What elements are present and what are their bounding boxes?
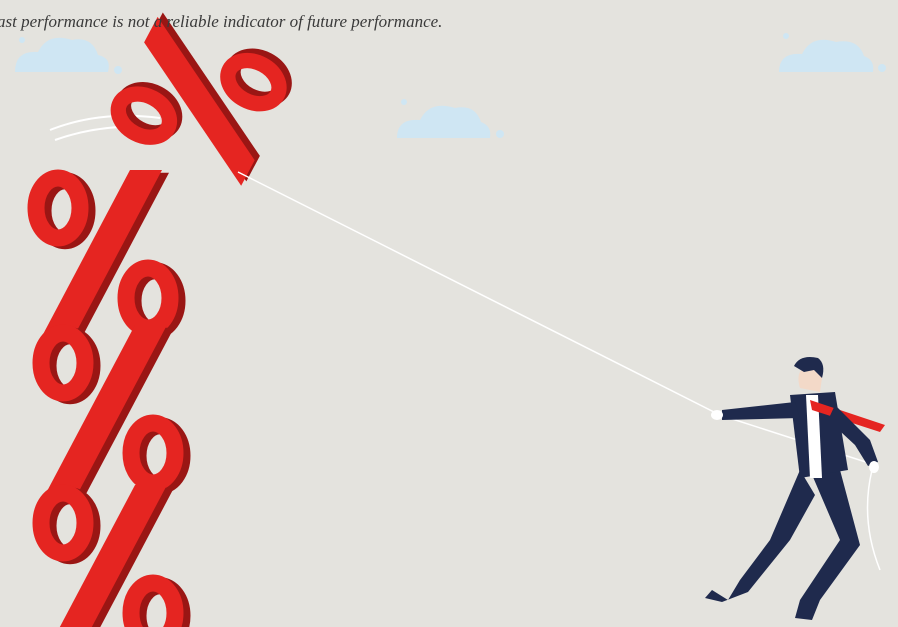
cloud-dot [496,130,504,138]
caption: ast performance is not a reliable indica… [0,12,442,31]
cloud-dot [878,64,886,72]
cloud-dot [401,99,407,105]
cloud-dot [783,33,789,39]
cloud-dot [114,66,122,74]
hand [711,410,723,420]
hand [869,461,879,473]
cloud-dot [19,37,25,43]
illustration: ast performance is not a reliable indica… [0,0,898,627]
page: ast performance is not a reliable indica… [0,0,898,627]
